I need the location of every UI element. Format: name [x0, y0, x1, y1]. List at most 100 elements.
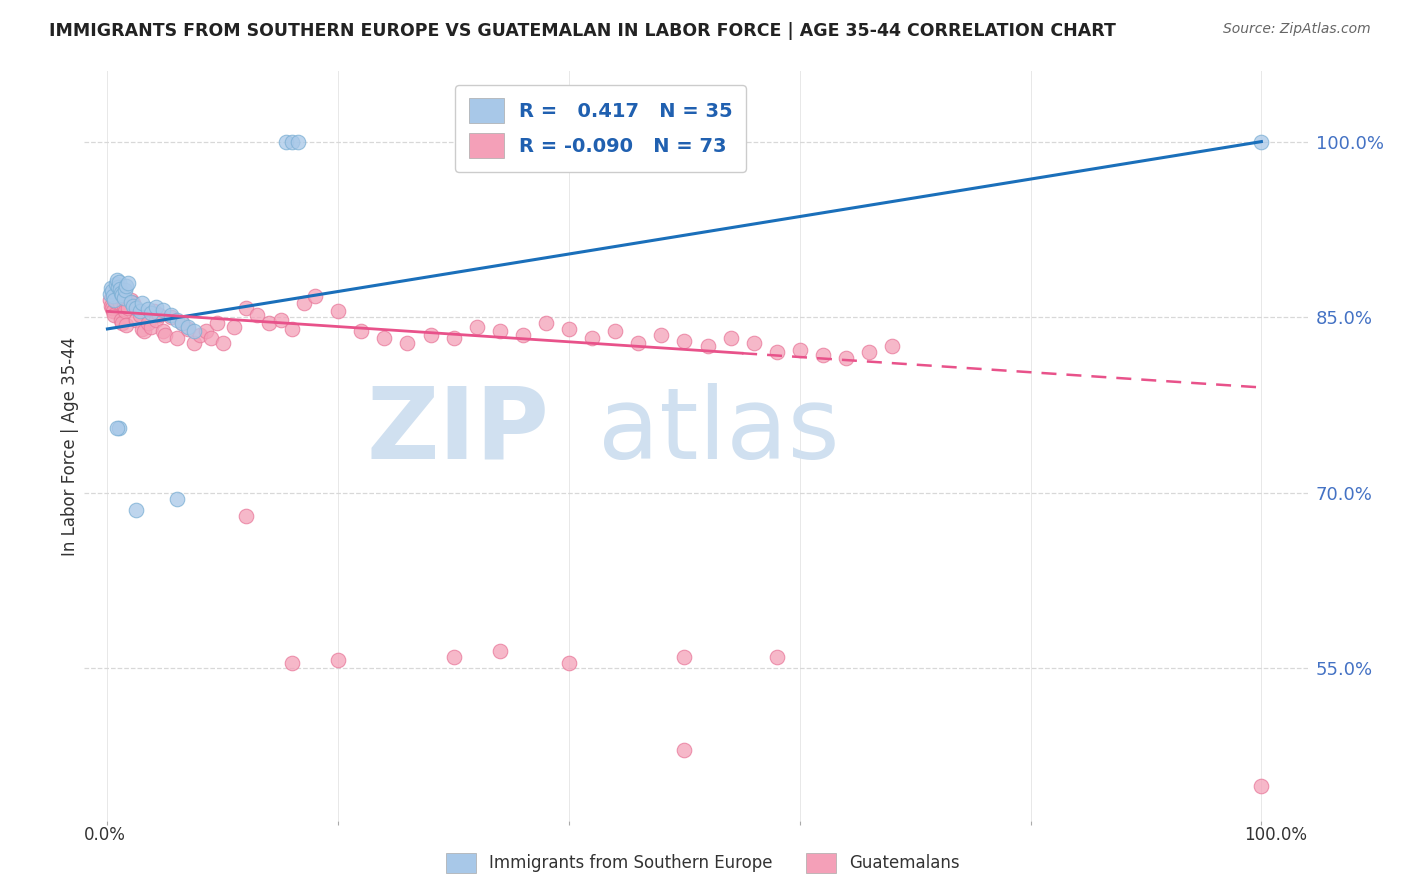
Text: IMMIGRANTS FROM SOUTHERN EUROPE VS GUATEMALAN IN LABOR FORCE | AGE 35-44 CORRELA: IMMIGRANTS FROM SOUTHERN EUROPE VS GUATE… [49, 22, 1116, 40]
Point [111, 316, 134, 330]
Point [145, 312, 167, 326]
Point [558, 656, 581, 670]
Point [103, 293, 125, 307]
Point [488, 644, 510, 658]
Point [789, 343, 811, 357]
Point [141, 319, 163, 334]
Point [125, 503, 148, 517]
Point [125, 301, 148, 315]
Point [183, 324, 205, 338]
Point [152, 324, 174, 338]
Point [858, 345, 880, 359]
Point [114, 283, 136, 297]
Point [121, 299, 143, 313]
Point [107, 280, 129, 294]
Point [558, 322, 581, 336]
Point [581, 331, 603, 345]
Point [103, 289, 125, 303]
Point [104, 277, 127, 292]
Point [111, 288, 134, 302]
Point [304, 289, 326, 303]
Point [673, 743, 696, 757]
Point [811, 348, 834, 362]
Point [350, 324, 373, 338]
Point [166, 331, 188, 345]
Point [131, 296, 153, 310]
Point [166, 312, 188, 326]
Text: 0.0%: 0.0% [84, 827, 127, 845]
Point [104, 295, 127, 310]
Point [136, 316, 159, 330]
Point [1250, 135, 1272, 149]
Point [281, 135, 304, 149]
Text: atlas: atlas [598, 383, 839, 480]
Point [110, 312, 132, 326]
Point [205, 316, 228, 330]
Point [100, 281, 122, 295]
Point [270, 312, 292, 326]
Point [145, 300, 167, 314]
Point [120, 293, 142, 307]
Point [281, 656, 304, 670]
Point [100, 299, 122, 313]
Point [188, 327, 211, 342]
Point [125, 312, 148, 326]
Point [98, 286, 121, 301]
Point [172, 316, 194, 330]
Point [194, 324, 217, 338]
Point [605, 324, 627, 338]
Point [200, 331, 222, 345]
Point [292, 296, 315, 310]
Point [108, 421, 131, 435]
Point [673, 334, 696, 348]
Point [235, 509, 257, 524]
Point [160, 310, 183, 325]
Legend: Immigrants from Southern Europe, Guatemalans: Immigrants from Southern Europe, Guatema… [439, 847, 967, 880]
Point [465, 319, 488, 334]
Point [148, 308, 170, 322]
Point [103, 308, 125, 322]
Point [105, 289, 128, 303]
Point [765, 345, 787, 359]
Point [136, 301, 159, 316]
Y-axis label: In Labor Force | Age 35-44: In Labor Force | Age 35-44 [62, 336, 80, 556]
Point [128, 308, 150, 322]
Point [172, 316, 194, 330]
Point [235, 301, 257, 315]
Point [673, 649, 696, 664]
Point [101, 285, 124, 299]
Point [153, 327, 176, 342]
Point [281, 322, 304, 336]
Point [373, 331, 395, 345]
Point [488, 324, 510, 338]
Point [835, 351, 858, 366]
Point [107, 285, 129, 300]
Text: Source: ZipAtlas.com: Source: ZipAtlas.com [1223, 22, 1371, 37]
Point [246, 308, 269, 322]
Point [142, 304, 165, 318]
Point [765, 649, 787, 664]
Point [328, 653, 350, 667]
Point [882, 339, 904, 353]
Point [112, 299, 135, 313]
Point [108, 296, 131, 310]
Point [211, 336, 233, 351]
Point [276, 135, 298, 149]
Point [120, 295, 142, 310]
Point [105, 273, 128, 287]
Point [141, 305, 163, 319]
Point [121, 296, 143, 310]
Point [627, 336, 650, 351]
Point [117, 301, 139, 315]
Point [257, 316, 280, 330]
Point [134, 324, 156, 338]
Point [443, 649, 465, 664]
Point [115, 278, 138, 293]
Point [110, 285, 132, 300]
Point [166, 491, 188, 506]
Point [177, 322, 200, 336]
Point [720, 331, 742, 345]
Point [131, 322, 153, 336]
Point [117, 277, 139, 291]
Point [152, 303, 174, 318]
